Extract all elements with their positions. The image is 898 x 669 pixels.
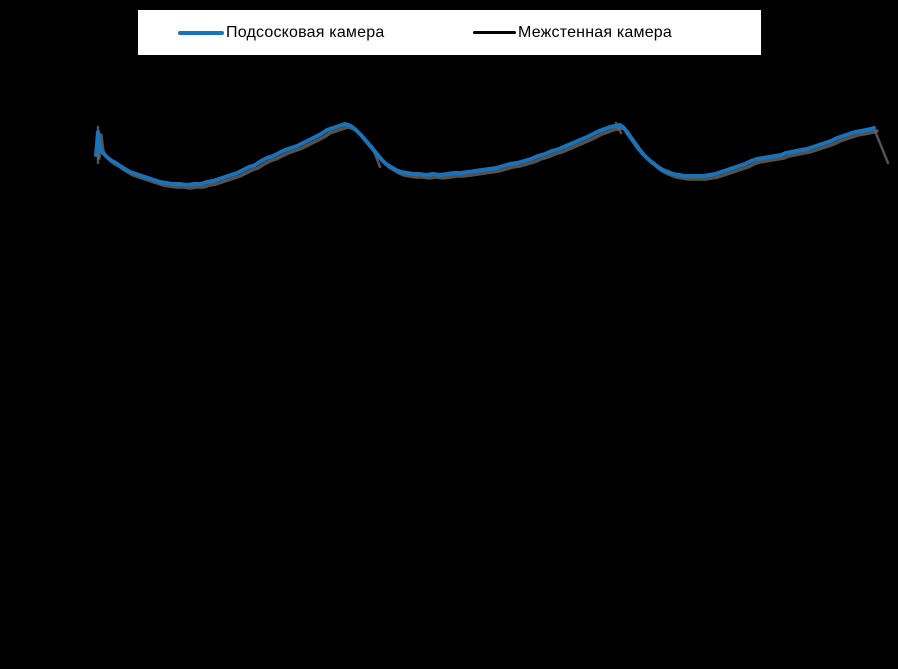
legend-item-podsoskovaya: Подсосковая камера — [178, 10, 384, 55]
series-shadow — [97, 125, 879, 190]
legend-swatch-black-line-icon — [473, 31, 516, 34]
legend-swatch-blue-line-icon — [178, 30, 224, 35]
shadow-fragment-3 — [873, 129, 890, 165]
legend-label-mezhstennaya: Межстенная камера — [518, 23, 673, 41]
series-line — [94, 122, 876, 187]
legend-item-mezhstennaya: Межстенная камера — [473, 10, 672, 55]
legend-label-podsoskovaya: Подсосковая камера — [226, 23, 385, 41]
legend: Подсосковая камера Межстенная камера — [137, 9, 762, 56]
